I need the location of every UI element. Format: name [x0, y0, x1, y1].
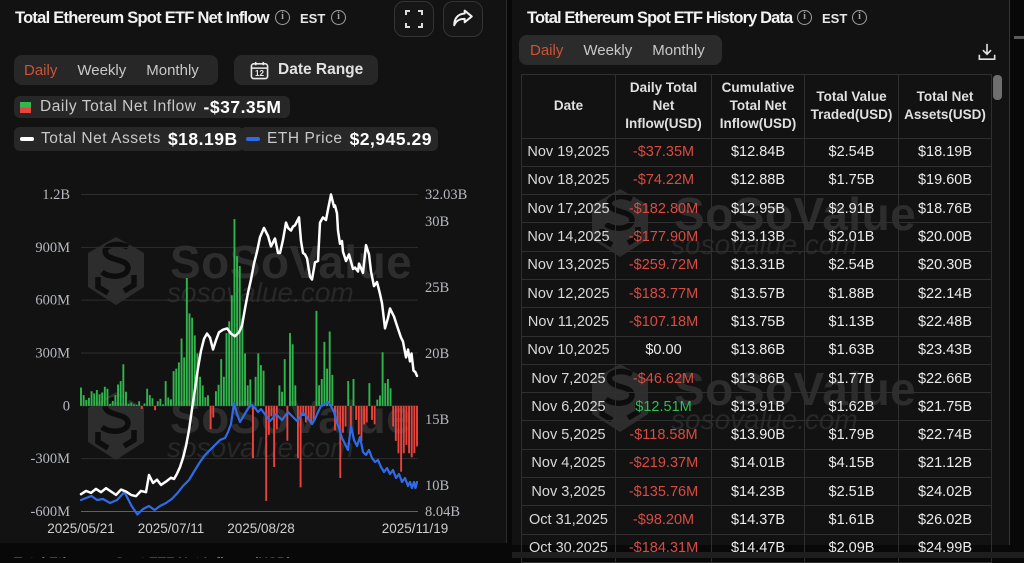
svg-text:900M: 900M	[35, 240, 70, 256]
svg-text:-300M: -300M	[31, 451, 71, 467]
svg-text:30B: 30B	[425, 214, 449, 230]
svg-text:32.03B: 32.03B	[425, 187, 467, 203]
svg-text:12: 12	[255, 69, 264, 78]
svg-text:8.04B: 8.04B	[425, 504, 460, 520]
svg-text:0: 0	[63, 398, 70, 414]
svg-text:2025/08/28: 2025/08/28	[227, 521, 295, 536]
svg-text:25B: 25B	[425, 280, 449, 296]
svg-text:2025/05/21: 2025/05/21	[47, 521, 115, 536]
svg-text:10B: 10B	[425, 478, 449, 494]
svg-text:1.2B: 1.2B	[42, 187, 70, 203]
svg-text:20B: 20B	[425, 346, 449, 362]
svg-text:600M: 600M	[35, 293, 70, 309]
svg-text:2025/11/19: 2025/11/19	[382, 521, 449, 536]
svg-text:15B: 15B	[425, 412, 449, 428]
svg-text:-600M: -600M	[31, 504, 71, 520]
svg-text:2025/07/11: 2025/07/11	[138, 521, 205, 536]
svg-text:300M: 300M	[35, 346, 70, 362]
